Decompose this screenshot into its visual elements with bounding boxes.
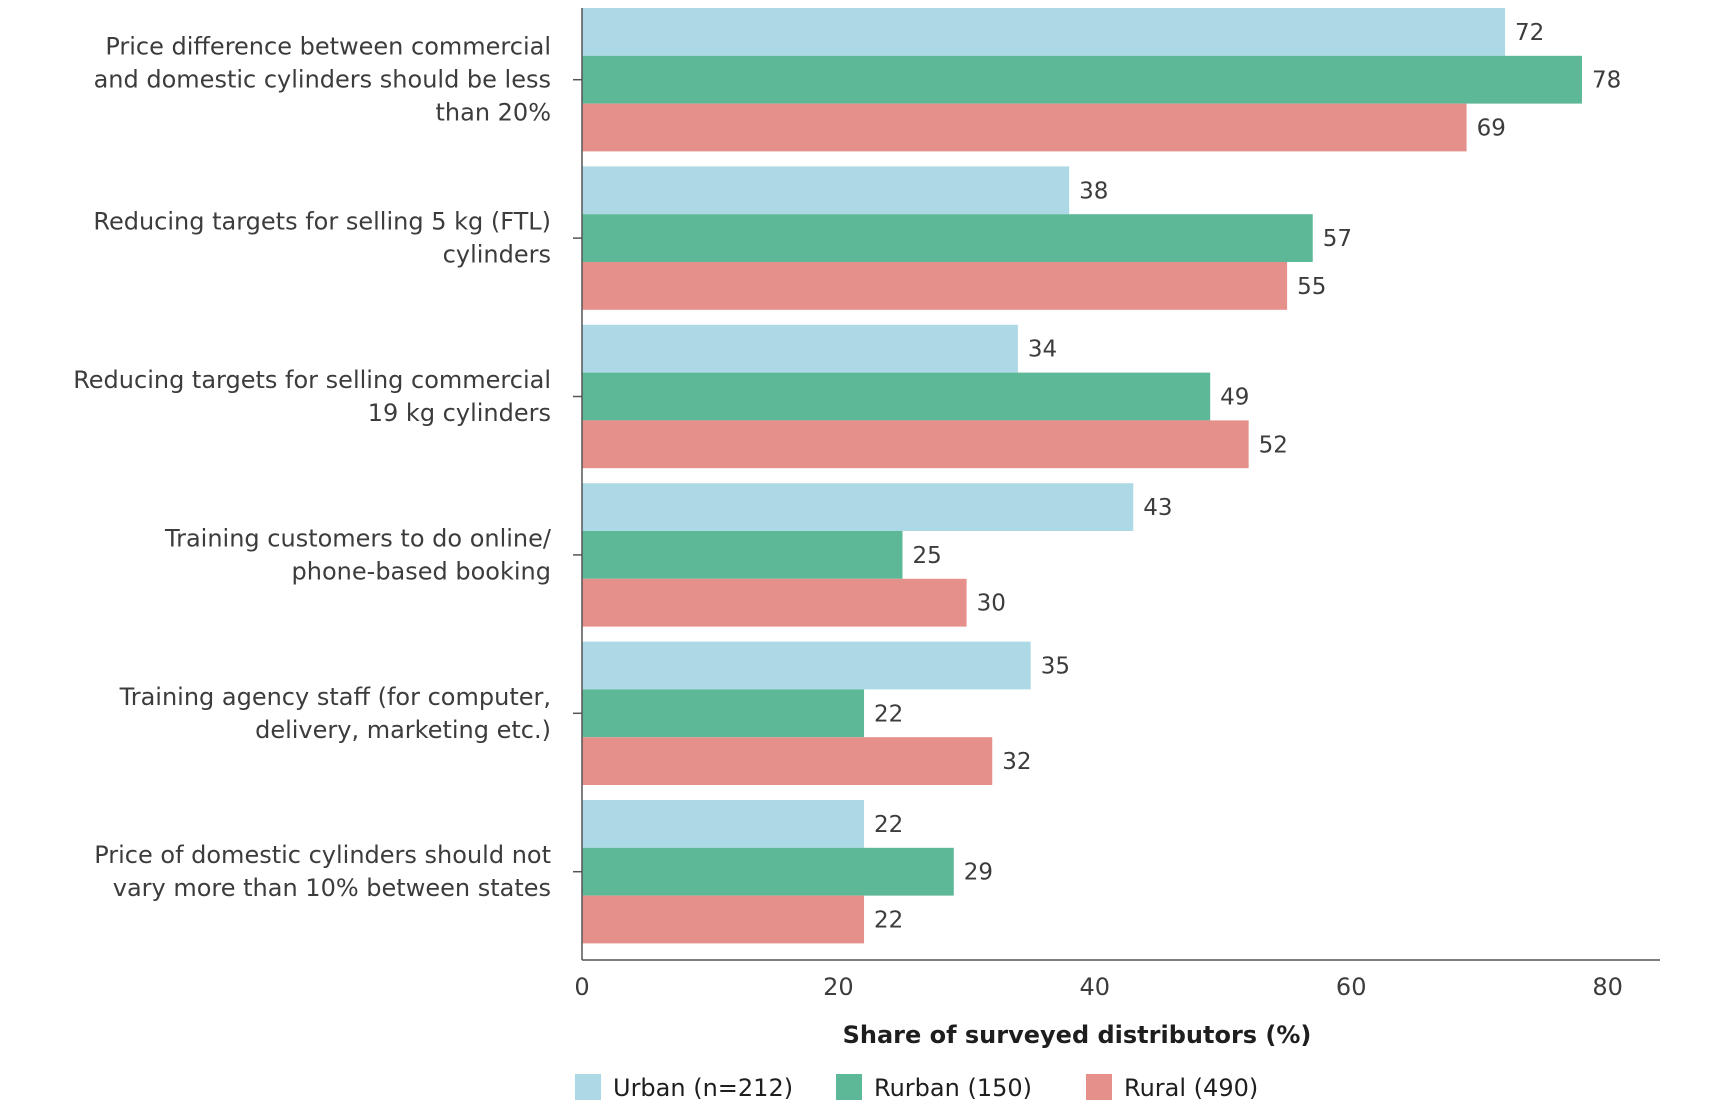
data-label: 49 [1220, 385, 1249, 411]
data-label: 29 [964, 860, 993, 886]
data-label: 22 [874, 812, 903, 838]
bar [582, 641, 1031, 690]
data-label: 69 [1477, 116, 1506, 142]
bar [582, 737, 993, 785]
legend: Urban (n=212) Rurban (150) Rural (490) [575, 1074, 1258, 1102]
x-tick-label: 20 [823, 973, 854, 1001]
legend-swatch [836, 1074, 862, 1100]
bar [582, 578, 967, 627]
data-label: 22 [874, 908, 903, 934]
bar [582, 8, 1506, 56]
legend-swatch [575, 1074, 601, 1100]
bar [582, 166, 1070, 215]
category-label: Price of domestic cylinders should not va… [94, 841, 551, 902]
category-label: Training customers to do online/phone-ba… [164, 524, 552, 585]
x-tick-label: 0 [574, 973, 589, 1001]
legend-label: Urban (n=212) [613, 1074, 793, 1102]
data-label: 57 [1323, 226, 1352, 252]
x-ticks-group: 0 20 40 60 80 [574, 973, 1623, 1001]
legend-swatch [1086, 1074, 1112, 1100]
legend-label: Rural (490) [1124, 1074, 1258, 1102]
data-label: 52 [1259, 432, 1288, 458]
data-label: 30 [977, 591, 1006, 617]
x-axis-title: Share of surveyed distributors (%) [843, 1021, 1312, 1049]
bar [582, 55, 1582, 104]
x-tick-label: 80 [1592, 973, 1623, 1001]
data-label: 34 [1028, 337, 1057, 363]
bar [582, 262, 1288, 310]
data-label: 32 [1002, 749, 1031, 775]
bar [582, 214, 1313, 262]
data-label: 43 [1143, 495, 1172, 521]
data-label: 38 [1079, 178, 1108, 204]
data-label: 22 [874, 701, 903, 727]
bar [582, 483, 1134, 531]
data-label: 55 [1297, 274, 1326, 300]
bar [582, 103, 1467, 152]
category-label: Reducing targets for selling commercial 1… [73, 366, 551, 427]
data-label: 35 [1041, 654, 1070, 680]
x-tick-label: 60 [1336, 973, 1367, 1001]
bar [582, 324, 1018, 373]
data-label: 78 [1592, 68, 1621, 94]
data-labels-group: 72 78 69 38 57 55 34 49 52 43 25 30 35 22 32 22 29 22 [874, 20, 1621, 934]
data-label: 25 [913, 543, 942, 569]
bar [582, 372, 1211, 421]
category-label: Price difference between commercial and d… [94, 33, 551, 127]
data-label: 72 [1515, 20, 1544, 46]
bar [582, 800, 865, 848]
bar [582, 689, 865, 738]
bar [582, 847, 954, 896]
x-tick-label: 40 [1080, 973, 1111, 1001]
bars-group [582, 8, 1582, 944]
bar [582, 531, 903, 579]
category-label: Reducing targets for selling 5 kg (FTL) c… [93, 208, 551, 269]
axes-group [573, 8, 1660, 961]
category-labels-group: Price difference between commercial and d… [73, 33, 552, 903]
legend-label: Rurban (150) [874, 1074, 1032, 1102]
bar [582, 895, 865, 944]
category-label: Training agency staff (for computer, deli… [119, 683, 551, 744]
bar [582, 420, 1249, 469]
